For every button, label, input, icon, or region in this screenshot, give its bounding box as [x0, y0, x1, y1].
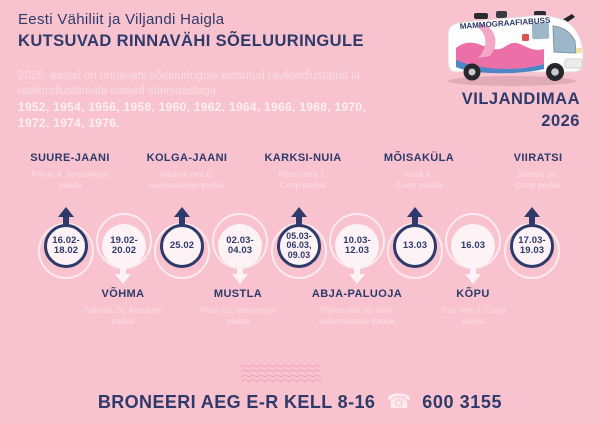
date-circle-karksi-nuia: 05.03- 06.03, 09.03 [277, 224, 321, 268]
stop-dates: 16.02- 18.02 [52, 234, 80, 256]
phone-icon: ☎ [386, 390, 412, 413]
stop-name: KARKSI-NUIA [264, 152, 342, 164]
stop-name: KOLGA-JAANI [146, 152, 228, 164]
arrow-up-icon [291, 207, 307, 225]
date-circle-mustla: 02.03- 04.03 [218, 224, 262, 268]
arrow-up-icon [174, 207, 190, 225]
stop-dates: 02.03- 04.03 [226, 234, 254, 256]
booking-footer: BRONEERI AEG E-R KELL 8-16 ☎ 600 3155 [0, 392, 600, 413]
stop-dates: 17.03- 19.03 [518, 234, 546, 256]
stop-address: Viljandi mnt.6, raamatukogu parkla [149, 169, 225, 191]
stop-label-kopu: KÕPU Tipu mnt 3, Coop parkla [408, 288, 538, 327]
stop-name: SUURE-JAANI [30, 152, 110, 164]
stop-label-moisakyla: MÕISAKÜLA Kesk 8, Coop parkla [354, 152, 484, 191]
region-name: VILJANDIMAA [461, 90, 580, 108]
intro-text: 2026. aastal on rinnavähi sõeluuringule … [18, 70, 361, 98]
stop-dates: 05.03- 06.03, 09.03 [286, 230, 312, 260]
stop-label-kolga-jaani: KOLGA-JAANI Viljandi mnt.6, raamatukogu … [122, 152, 252, 191]
zigzag-decoration [240, 364, 322, 387]
stop-label-suure-jaani: SUURE-JAANI Pärnu 4, Tervisekoja parkla [5, 152, 135, 191]
birth-years-list: 1952, 1954, 1956, 1958, 1960, 1962, 1964… [18, 100, 366, 130]
stop-dates: 25.02 [169, 239, 195, 251]
stop-address: Pärnu mnt 1, Coop parkla [278, 169, 328, 191]
date-circle-kopu: 16.03 [451, 224, 495, 268]
date-circle-viiratsi: 17.03- 19.03 [510, 224, 554, 268]
booking-hours-text: BRONEERI AEG E-R KELL 8-16 [97, 392, 376, 412]
arrow-down-icon [115, 266, 131, 284]
stop-dates: 19.02- 20.02 [110, 234, 138, 256]
stop-label-karksi-nuia: KARKSI-NUIA Pärnu mnt 1, Coop parkla [238, 152, 368, 191]
stop-address: Pärnu 4, Tervisekoja parkla [31, 169, 109, 191]
date-circle-vohma: 19.02- 20.02 [102, 224, 146, 268]
page-title: KUTSUVAD RINNAVÄHI SÕELUURINGULE [18, 32, 364, 50]
arrow-down-icon [232, 266, 248, 284]
stop-dates: 13.03 [402, 239, 428, 251]
arrow-down-icon [349, 266, 365, 284]
mammography-bus-image: MAMMOGRAAFIABUSS [438, 4, 590, 88]
phone-number: 600 3155 [422, 392, 503, 412]
arrow-up-icon [58, 207, 74, 225]
stop-address: Tallinna 26, Konsumi parkla [83, 305, 163, 327]
stop-name: MÕISAKÜLA [383, 152, 455, 164]
stop-label-vohma: VÕHMA Tallinna 26, Konsumi parkla [58, 288, 188, 327]
stop-label-abja-paluoja: ABJA-PALUOJA Pärnu mnt 30, Abja vallaval… [292, 288, 422, 327]
stop-dates: 10.03- 12.03 [343, 234, 371, 256]
organizer-title: Eesti Vähiliit ja Viljandi Haigla [18, 11, 225, 28]
region-year: VILJANDIMAA 2026 [462, 88, 580, 133]
stop-address: Pärnu mnt 30, Abja vallavalitsuse parkla [318, 305, 396, 327]
stop-name: VIIRATSI [513, 152, 563, 164]
stop-address: Sakala 3b, Coop parkla [515, 169, 561, 191]
stop-name: ABJA-PALUOJA [311, 288, 403, 300]
stop-label-mustla: MUSTLA Posti 52, rahvamaja parkla [173, 288, 303, 327]
stop-address: Kesk 8, Coop parkla [396, 169, 442, 191]
arrow-up-icon [524, 207, 540, 225]
header: Eesti Vähiliit ja Viljandi Haigla KUTSUV… [18, 11, 364, 51]
stop-dates: 16.03 [460, 239, 486, 251]
arrow-down-icon [465, 266, 481, 284]
stop-name: MUSTLA [213, 288, 263, 300]
arrow-up-icon [407, 207, 423, 225]
stop-address: Tipu mnt 3, Coop parkla [440, 305, 506, 327]
stop-label-viiratsi: VIIRATSI Sakala 3b, Coop parkla [473, 152, 600, 191]
date-circle-kolga-jaani: 25.02 [160, 224, 204, 268]
date-circle-abja-paluoja: 10.03- 12.03 [335, 224, 379, 268]
stop-address: Posti 52, rahvamaja parkla [200, 305, 276, 327]
bus-illustration-svg: MAMMOGRAAFIABUSS [447, 11, 584, 86]
intro-paragraph: 2026. aastal on rinnavähi sõeluuringule … [18, 69, 438, 132]
stop-name: VÕHMA [101, 288, 145, 300]
date-circle-moisakyla: 13.03 [393, 224, 437, 268]
stop-name: KÕPU [456, 288, 490, 300]
date-circle-suure-jaani: 16.02- 18.02 [44, 224, 88, 268]
region-year-value: 2026 [541, 112, 580, 131]
